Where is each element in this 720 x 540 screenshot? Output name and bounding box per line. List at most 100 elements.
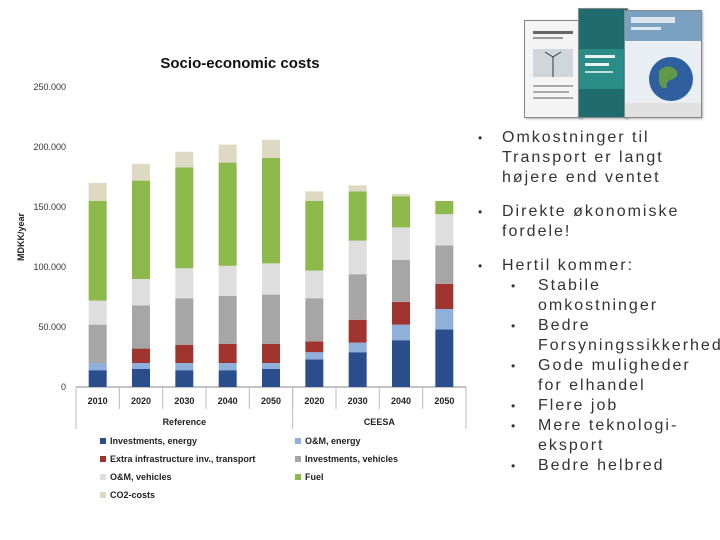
bar-segment [132, 348, 150, 363]
bar-segment [435, 309, 454, 330]
bar-segment [392, 340, 410, 387]
y-tick-label: 100.000 [33, 262, 66, 272]
bar-segment [262, 343, 280, 363]
bar-segment [175, 363, 194, 371]
legend-label: Fuel [305, 472, 324, 482]
bar-segment [305, 298, 324, 342]
bar-segment [348, 342, 367, 353]
sub-bullet-item: • Flere job [478, 396, 718, 416]
bar-segment [305, 359, 324, 387]
bar-segment [175, 268, 194, 299]
x-tick-label: 2050 [261, 396, 281, 406]
bullet-dot-icon: • [478, 259, 485, 273]
report-cover-wind-icon [524, 20, 582, 118]
chart-panel: Socio-economic costs MDKK/year 0 50.000 100.… [0, 40, 470, 540]
y-axis-label: MDKK/year [16, 212, 26, 261]
bar-segment [218, 370, 237, 387]
bar-segment [435, 245, 454, 284]
bar-segment [305, 270, 324, 299]
x-tick-label: 2030 [174, 396, 194, 406]
bullet-dot-icon: • [511, 359, 518, 373]
bar-segment [305, 201, 324, 271]
bar-segment [88, 324, 107, 363]
legend-item: O&M, energy [295, 436, 361, 446]
sub-bullet-text: Mere teknologi-eksport [538, 417, 679, 454]
bar-segment [132, 279, 150, 306]
sub-bullet-item: • Mere teknologi-eksport [478, 416, 718, 456]
bar-segment [392, 259, 410, 302]
bar-segment [88, 370, 107, 387]
x-tick-label: 2040 [391, 396, 411, 406]
bar-segment [88, 363, 107, 371]
bullet-text: Direkte økonomiske fordele! [502, 203, 680, 240]
legend-label: Investments, energy [110, 436, 198, 446]
legend-swatch [295, 438, 301, 444]
bullet-item: • Omkostninger til Transport er langt høj… [478, 128, 718, 188]
bar-segment [348, 240, 367, 275]
legend-swatch [295, 456, 301, 462]
bar-segment [175, 370, 194, 387]
bar-segment [262, 363, 280, 369]
sub-bullet-item: • Gode muligheder for elhandel [478, 356, 718, 396]
chart-title: Socio-economic costs [160, 55, 319, 72]
bar-segment [132, 180, 150, 279]
bullet-dot-icon: • [511, 419, 518, 433]
sub-bullet-item: • Stabile omkostninger [478, 276, 718, 316]
x-tick-label: 2020 [304, 396, 324, 406]
sub-bullet-text: Bedre helbred [538, 457, 665, 474]
bar-segment [305, 352, 324, 360]
bar-segment [132, 163, 150, 181]
bar-segment [348, 191, 367, 241]
legend-label: Extra infrastructure inv., transport [110, 454, 256, 464]
legend-swatch [100, 492, 106, 498]
bullet-dot-icon: • [478, 205, 485, 219]
bullet-list: • Omkostninger til Transport er langt høj… [478, 128, 720, 476]
group-label: Reference [163, 417, 207, 427]
bar-segment [435, 329, 454, 387]
x-tick-label: 2050 [434, 396, 454, 406]
sub-bullet-text: Stabile omkostninger [538, 277, 659, 314]
bar-segment [132, 369, 150, 387]
legend-label: O&M, energy [305, 436, 361, 446]
x-tick-label: 2010 [88, 396, 108, 406]
legend-item: Fuel [295, 472, 324, 482]
legend-item: Investments, vehicles [295, 454, 398, 464]
bar-segment [132, 363, 150, 369]
bar-segment [348, 274, 367, 320]
bar-segment [218, 144, 237, 163]
bar-segment [392, 227, 410, 260]
report-cover-green-icon [578, 8, 628, 118]
y-tick-label: 200.000 [33, 142, 66, 152]
bar-segment [262, 139, 280, 158]
sub-bullet-text: Flere job [538, 397, 619, 414]
legend-item: Investments, energy [100, 436, 197, 446]
y-tick-label: 50.000 [38, 322, 66, 332]
group-label: CEESA [364, 417, 396, 427]
stacked-bar-chart: Socio-economic costs MDKK/year 0 50.000 100.… [16, 55, 467, 429]
bar-segment [435, 201, 454, 215]
bullet-dot-icon: • [478, 131, 485, 145]
bar-segment [175, 345, 194, 363]
bar-segment [262, 263, 280, 295]
sub-bullet-text: Gode muligheder for elhandel [538, 357, 691, 394]
legend-label: CO2-costs [110, 490, 156, 500]
bar-segment [435, 283, 454, 309]
bar-segment [435, 214, 454, 246]
legend-label: O&M, vehicles [110, 472, 172, 482]
legend-label: Investments, vehicles [305, 454, 399, 464]
legend-item: O&M, vehicles [100, 472, 172, 482]
bar-segment [348, 352, 367, 387]
bar-segment [392, 196, 410, 228]
report-thumbnails [524, 8, 704, 120]
bar-segment [305, 191, 324, 201]
bullet-dot-icon: • [511, 459, 518, 473]
bar-segment [218, 363, 237, 371]
bar-segment [175, 167, 194, 269]
bullet-item: • Direkte økonomiske fordele! [478, 202, 718, 242]
x-tick-label: 2040 [218, 396, 238, 406]
bar-segment [175, 298, 194, 345]
bullet-dot-icon: • [511, 399, 518, 413]
x-tick-label: 2020 [131, 396, 151, 406]
legend-swatch [100, 438, 106, 444]
bar-segment [88, 201, 107, 301]
